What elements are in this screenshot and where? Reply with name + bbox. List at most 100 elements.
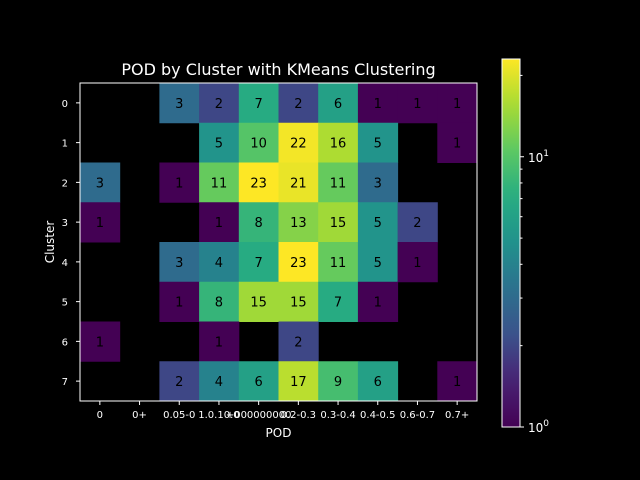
heatmap-cell bbox=[199, 122, 240, 163]
heatmap-cell bbox=[318, 361, 359, 402]
cell-label: 15 bbox=[250, 296, 267, 311]
plot-frame bbox=[79, 82, 478, 402]
colorbar-tick-label: 101 bbox=[528, 149, 549, 165]
heatmap-cell bbox=[357, 122, 399, 163]
cell-label: 5 bbox=[374, 256, 382, 271]
heatmap-cell bbox=[80, 202, 121, 243]
x-tick-label: 0.7+ bbox=[445, 410, 469, 421]
y-tick-label: 1 bbox=[62, 139, 68, 150]
colorbar-tick-label: 100 bbox=[528, 419, 549, 435]
heatmap-cell bbox=[397, 83, 438, 124]
cell-label: 6 bbox=[334, 97, 342, 112]
cell-label: 2 bbox=[294, 97, 302, 112]
cell-label: 5 bbox=[215, 137, 223, 152]
cell-label: 1 bbox=[215, 335, 223, 350]
heatmap-cell bbox=[318, 281, 359, 322]
heatmap-cell bbox=[357, 242, 399, 283]
cell-label: 5 bbox=[374, 137, 382, 152]
x-tick-label: 0 bbox=[97, 410, 103, 421]
heatmap-cell bbox=[199, 321, 240, 362]
cell-label: 5 bbox=[374, 216, 382, 231]
heatmap-cell bbox=[318, 242, 359, 283]
heatmap-cell bbox=[238, 122, 279, 163]
heatmap-cell bbox=[80, 162, 121, 203]
cell-label: 6 bbox=[255, 375, 263, 390]
cell-label: 7 bbox=[255, 97, 263, 112]
heatmap-cell bbox=[437, 83, 478, 124]
cell-label: 3 bbox=[175, 97, 183, 112]
heatmap-cell bbox=[318, 202, 359, 243]
x-tick-label: 0+ bbox=[132, 410, 147, 421]
heatmap-cell bbox=[278, 202, 319, 243]
cell-label: 22 bbox=[290, 137, 307, 152]
heatmap-cell bbox=[437, 361, 478, 402]
cell-label: 13 bbox=[290, 216, 307, 231]
cell-label: 2 bbox=[413, 216, 421, 231]
x-tick-label: 0.3-0.4 bbox=[320, 410, 355, 421]
heatmap-cell bbox=[199, 361, 240, 402]
cell-label: 15 bbox=[290, 296, 307, 311]
cell-label: 1 bbox=[96, 335, 104, 350]
cell-label: 17 bbox=[290, 375, 307, 390]
cell-label: 4 bbox=[215, 375, 223, 390]
heatmap-cell bbox=[318, 162, 359, 203]
heatmap-cell bbox=[397, 202, 438, 243]
y-tick-label: 7 bbox=[62, 377, 68, 388]
cell-label: 7 bbox=[334, 296, 342, 311]
heatmap-cell bbox=[278, 162, 319, 203]
heatmap-cell bbox=[199, 83, 240, 124]
colorbar bbox=[501, 58, 521, 428]
heatmap-cell bbox=[159, 281, 200, 322]
cell-label: 1 bbox=[374, 97, 382, 112]
cell-label: 21 bbox=[290, 176, 307, 191]
y-tick-label: 5 bbox=[62, 298, 68, 309]
x-tick-label: 1.0.10.0 bbox=[198, 410, 239, 421]
cell-label: 2 bbox=[215, 97, 223, 112]
heatmap-cell bbox=[318, 122, 359, 163]
heatmap-cell bbox=[238, 281, 279, 322]
cell-label: 3 bbox=[175, 256, 183, 271]
cell-label: 16 bbox=[330, 137, 347, 152]
heatmap-cell bbox=[278, 122, 319, 163]
y-tick-label: 2 bbox=[62, 178, 68, 189]
y-tick-label: 6 bbox=[62, 337, 68, 348]
heatmap-cell bbox=[159, 361, 200, 402]
heatmap-cell bbox=[159, 83, 200, 124]
cell-label: 11 bbox=[330, 176, 347, 191]
y-tick-label: 0 bbox=[62, 99, 68, 110]
cell-label: 1 bbox=[374, 296, 382, 311]
heatmap-cell bbox=[318, 83, 359, 124]
heatmap-cell bbox=[159, 242, 200, 283]
cell-label: 6 bbox=[374, 375, 382, 390]
heatmap-cell bbox=[278, 321, 319, 362]
x-tick-label: 0.2-0.3 bbox=[281, 410, 316, 421]
cell-label: 15 bbox=[330, 216, 347, 231]
heatmap-cell bbox=[357, 162, 399, 203]
cell-label: 7 bbox=[255, 256, 263, 271]
heatmap-cell bbox=[238, 83, 279, 124]
x-tick-label: 0.6-0.7 bbox=[400, 410, 435, 421]
chart-title: POD by Cluster with KMeans Clustering bbox=[121, 60, 435, 79]
cell-label: 1 bbox=[453, 375, 461, 390]
cell-label: 1 bbox=[413, 97, 421, 112]
cell-label: 1 bbox=[413, 256, 421, 271]
heatmap-cell bbox=[199, 242, 240, 283]
heatmap-cell bbox=[357, 202, 399, 243]
heatmap-cell bbox=[278, 242, 319, 283]
y-tick-label: 4 bbox=[62, 258, 68, 269]
heatmap-cell bbox=[80, 321, 121, 362]
cell-label: 1 bbox=[96, 216, 104, 231]
cell-label: 2 bbox=[294, 335, 302, 350]
cell-label: 8 bbox=[215, 296, 223, 311]
x-axis-label: POD bbox=[266, 426, 292, 440]
heatmap-cell bbox=[199, 202, 240, 243]
heatmap-cell bbox=[238, 242, 279, 283]
cell-label: 1 bbox=[175, 296, 183, 311]
cell-label: 11 bbox=[330, 256, 347, 271]
cell-label: 4 bbox=[215, 256, 223, 271]
heatmap-cell bbox=[278, 361, 319, 402]
cell-label: 1 bbox=[453, 137, 461, 152]
heatmap-cell bbox=[357, 361, 399, 402]
y-axis-label: Cluster bbox=[43, 221, 57, 264]
